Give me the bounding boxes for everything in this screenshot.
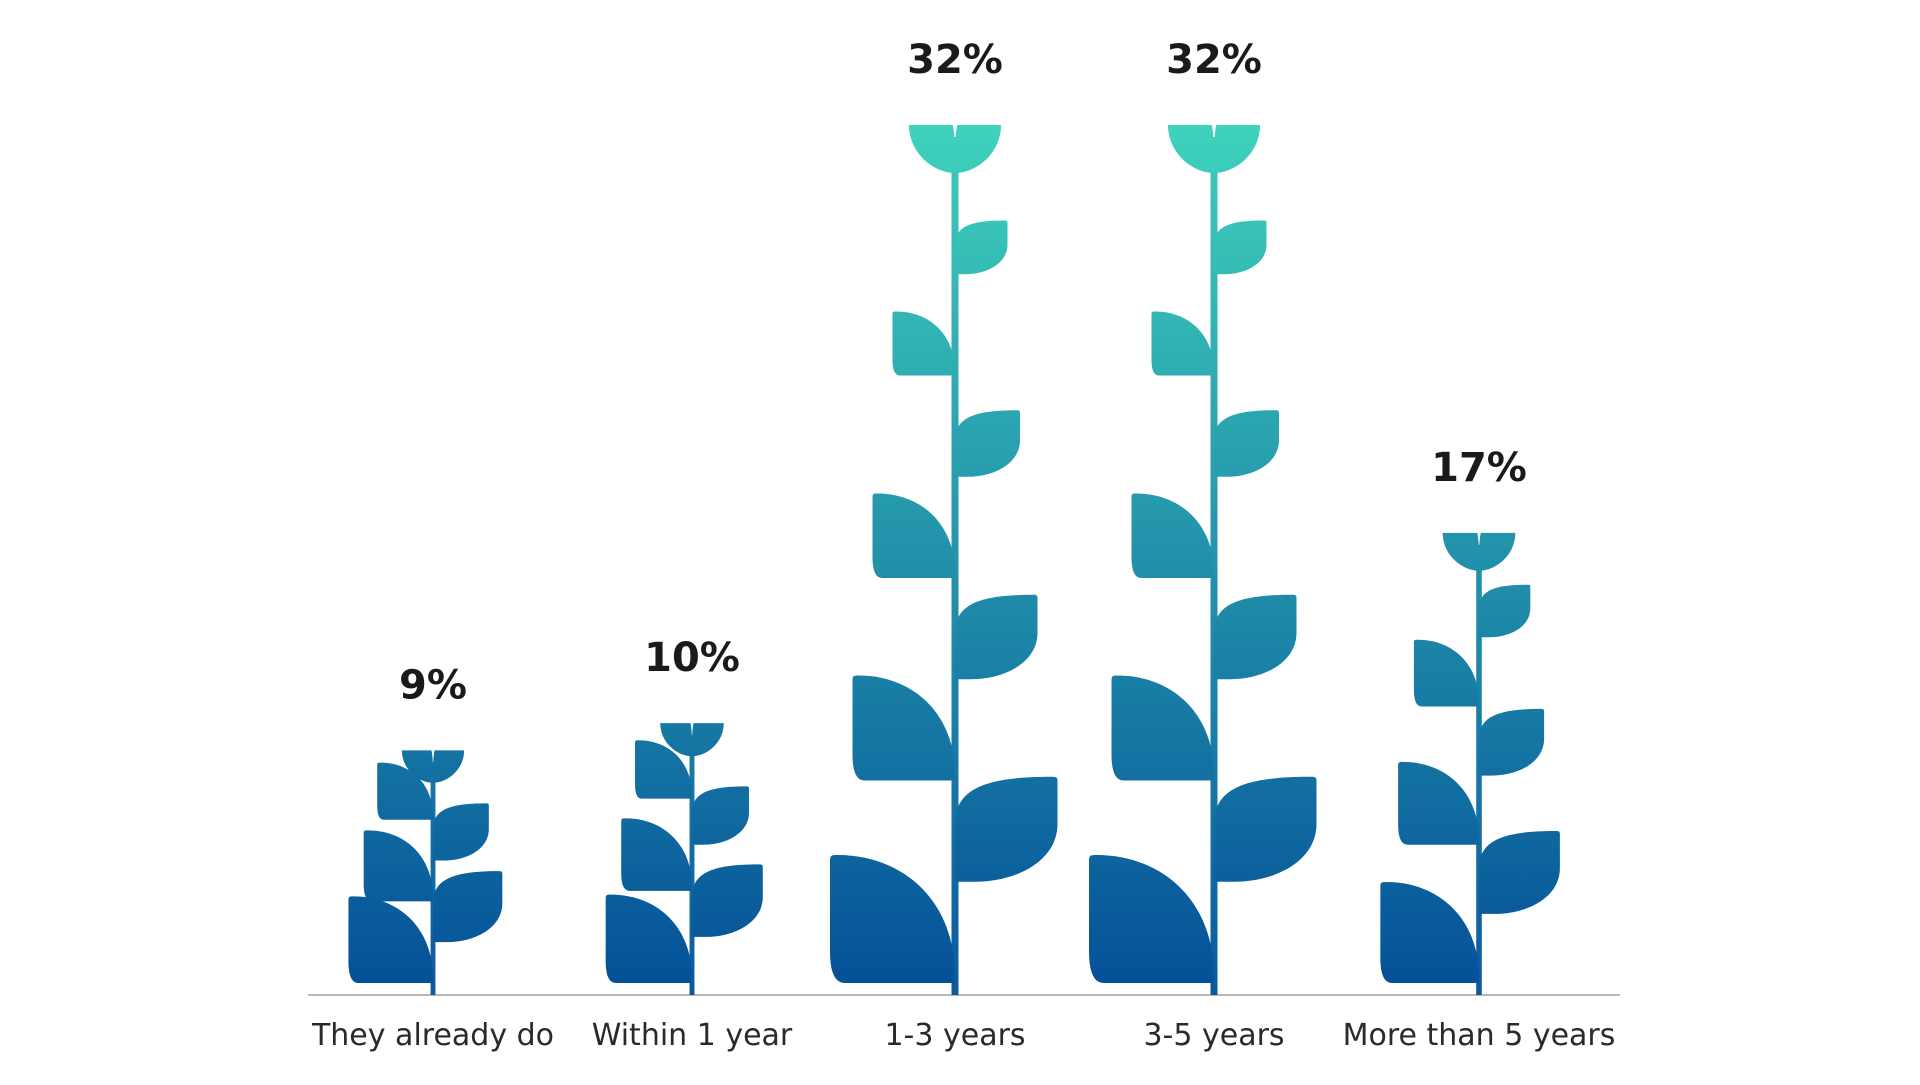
plant-leaf [1151, 311, 1214, 376]
plant-sprout-leaf [433, 750, 465, 783]
value-label: 9% [399, 662, 467, 708]
plant-leaf [433, 803, 489, 861]
plant-bar [348, 750, 503, 995]
plant-leaf [433, 871, 503, 943]
plant-leaf [1413, 639, 1479, 707]
plant-leaf [1479, 584, 1531, 638]
labels-layer: 9% They already do 10% Within 1 year 32% 1-3 … [311, 37, 1615, 1053]
plant-stem [689, 735, 695, 995]
value-label: 17% [1431, 445, 1527, 491]
plant-leaf [872, 493, 955, 578]
plant-bar [1089, 125, 1317, 995]
plant-leaf [1398, 761, 1479, 845]
plant-leaf [1214, 410, 1279, 477]
plant-leaf [955, 594, 1038, 680]
plant-stem [430, 762, 436, 995]
plant-leaf [605, 894, 692, 983]
plant-sprout-leaf [955, 125, 1001, 173]
plant-sprout-leaf [1479, 532, 1516, 571]
plant-leaf [1214, 220, 1267, 275]
plant-leaf [348, 896, 433, 983]
plant-leaf [692, 786, 749, 845]
plant-leaf [1131, 493, 1214, 578]
value-label: 32% [907, 37, 1003, 83]
plant-leaf [1214, 594, 1297, 680]
plant-leaf [1479, 708, 1545, 776]
plant-leaf [955, 220, 1008, 275]
plant-leaf [852, 675, 955, 781]
category-label: 1-3 years [884, 1018, 1025, 1053]
plant-leaf [377, 762, 433, 820]
plant-bar [1380, 532, 1560, 995]
value-label: 10% [644, 635, 740, 681]
plant-leaf [892, 311, 955, 376]
plant-sprout-leaf [660, 723, 692, 757]
plant-leaf [363, 830, 433, 902]
plant-leaf [1089, 855, 1214, 983]
category-label: They already do [311, 1018, 554, 1053]
plant-leaf [1380, 882, 1479, 983]
plant-leaf [1479, 831, 1560, 914]
plant-bar [830, 125, 1058, 995]
plant-sprout-leaf [909, 125, 955, 173]
plant-bar [605, 723, 763, 995]
plant-leaf [692, 864, 763, 937]
plant-leaf [955, 410, 1020, 477]
plant-sprout-leaf [1168, 125, 1214, 173]
plant-sprout-leaf [401, 750, 433, 783]
plant-leaf [1111, 675, 1214, 781]
plant-leaf [955, 776, 1058, 882]
category-label: Within 1 year [592, 1018, 793, 1053]
plant-leaf [830, 855, 955, 983]
category-label: More than 5 years [1343, 1018, 1616, 1053]
plant-sprout-leaf [1214, 125, 1260, 173]
plants-layer [348, 125, 1560, 995]
plant-leaf [635, 740, 692, 799]
plant-sprout-leaf [692, 723, 724, 757]
plant-stem [951, 137, 959, 995]
category-label: 3-5 years [1143, 1018, 1284, 1053]
value-label: 32% [1166, 37, 1262, 83]
plant-leaf [621, 818, 692, 891]
plant-sprout-leaf [1442, 532, 1479, 571]
plant-stem [1210, 137, 1218, 995]
plant-leaf [1214, 776, 1317, 882]
